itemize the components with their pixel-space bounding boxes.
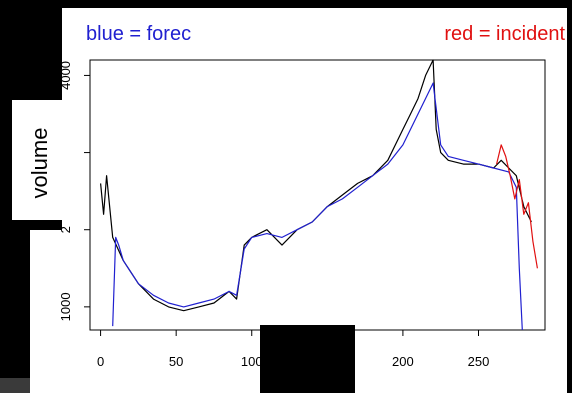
overlay-gray bbox=[0, 378, 30, 393]
x-tick-label: 250 bbox=[468, 354, 490, 369]
x-tick-label: 50 bbox=[169, 354, 183, 369]
overlay-black-mid bbox=[260, 325, 355, 393]
series-layer bbox=[100, 59, 538, 331]
plot-area: 0 50 100 200 250 1000 2 4000 bbox=[58, 59, 546, 369]
y-axis: 1000 2 4000 bbox=[58, 61, 90, 321]
overlay-black-top bbox=[62, 0, 572, 8]
legend-incident: red = incident bbox=[444, 23, 565, 45]
panel-left-mid bbox=[12, 100, 72, 220]
x-axis: 0 50 100 200 250 bbox=[97, 330, 489, 369]
y-tick-label: 2 bbox=[58, 226, 73, 233]
x-tick-label: 100 bbox=[241, 354, 263, 369]
plot-frame bbox=[89, 59, 546, 331]
x-axis-label: time bbox=[289, 340, 331, 365]
series-line-forecast bbox=[112, 82, 523, 331]
panel-left-low bbox=[30, 230, 70, 393]
x-tick-label: 200 bbox=[392, 354, 414, 369]
y-tick-label: 4000 bbox=[58, 61, 73, 90]
series-line-incident bbox=[496, 144, 538, 269]
y-tick-label: 1000 bbox=[58, 292, 73, 321]
series-line-observed bbox=[100, 59, 532, 312]
y-axis-label: volume bbox=[27, 128, 52, 199]
x-tick-label: 0 bbox=[97, 354, 104, 369]
legend-forecast: blue = forec bbox=[86, 23, 191, 45]
